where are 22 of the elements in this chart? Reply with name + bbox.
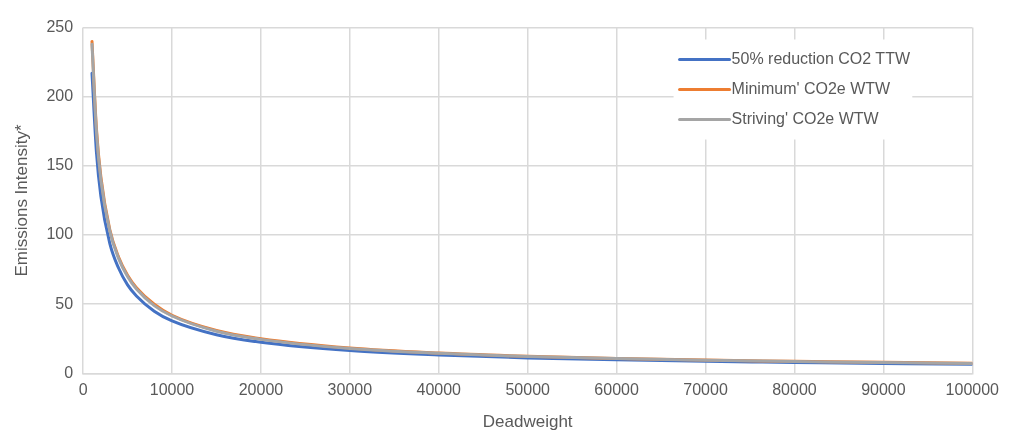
y-tick-label: 150 <box>46 156 74 174</box>
x-tick-label: 0 <box>78 381 88 399</box>
x-tick-label: 10000 <box>149 381 195 399</box>
y-axis-title: Emissions Intensity* <box>11 124 31 277</box>
y-tick-label: 0 <box>64 363 74 381</box>
y-tick-label: 50 <box>55 294 74 312</box>
x-axis-title: Deadweight <box>482 412 573 432</box>
x-tick-label: 50000 <box>505 381 551 399</box>
x-tick-label: 100000 <box>945 381 1000 399</box>
x-tick-label: 30000 <box>327 381 373 399</box>
x-tick-label: 80000 <box>772 381 817 399</box>
legend-label: 50% reduction CO2 TTW <box>731 50 911 68</box>
legend-label: Striving' CO2e WTW <box>731 110 880 128</box>
x-tick-label: 20000 <box>238 381 284 399</box>
legend-label: Minimum' CO2e WTW <box>731 80 892 98</box>
x-tick-label: 60000 <box>594 381 639 399</box>
y-tick-label: 100 <box>46 225 74 243</box>
x-tick-label: 70000 <box>683 381 728 399</box>
x-tick-label: 40000 <box>416 381 462 399</box>
y-tick-label: 200 <box>46 87 74 105</box>
y-tick-label: 250 <box>46 18 74 36</box>
x-tick-label: 90000 <box>861 381 906 399</box>
